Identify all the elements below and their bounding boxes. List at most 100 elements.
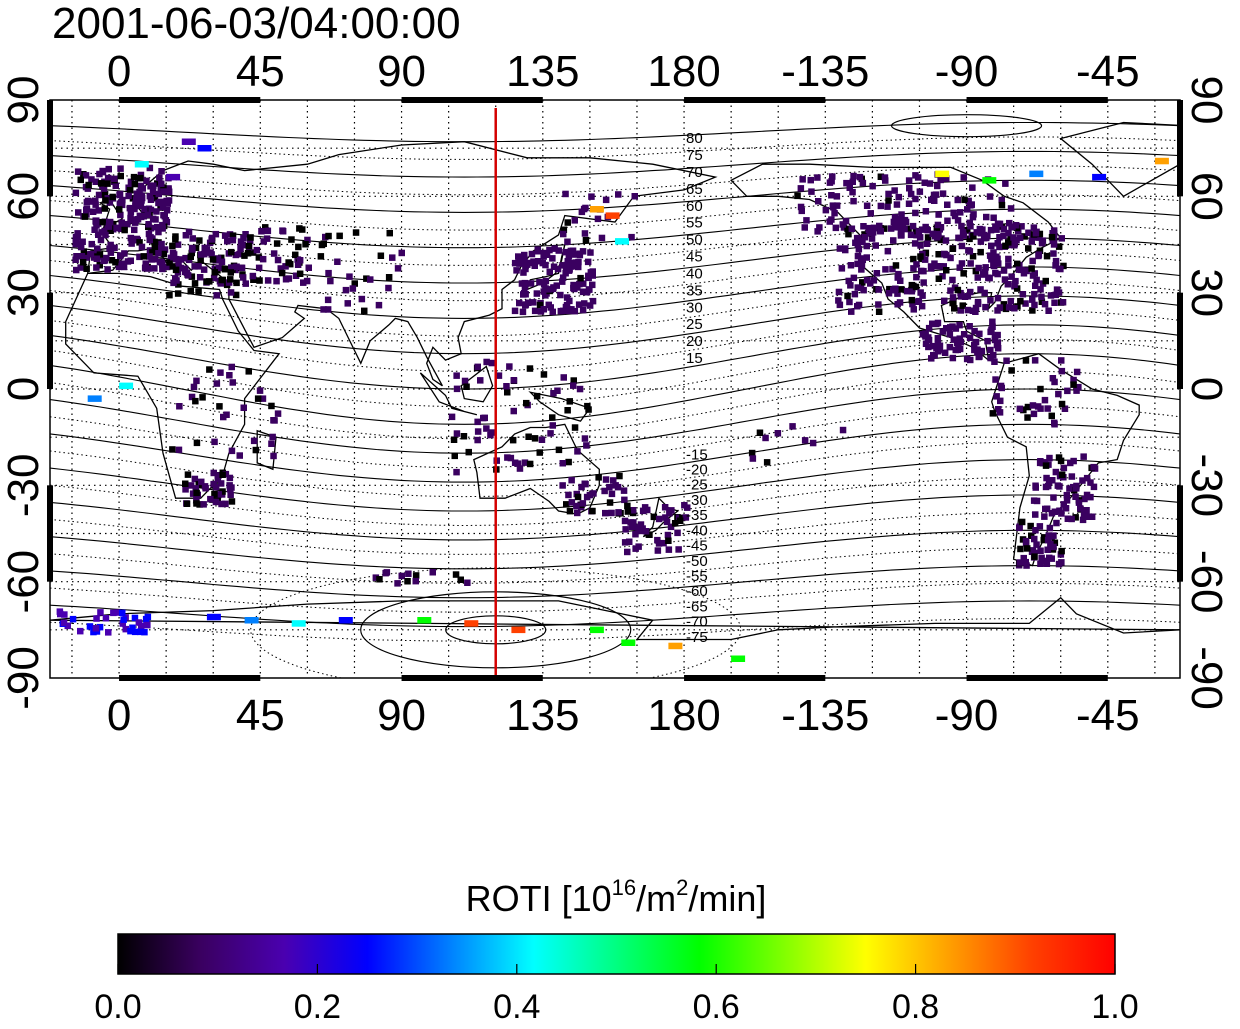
roti-pixel [859,238,866,246]
roti-pixel [93,251,100,258]
roti-pixel [854,303,861,310]
roti-pixel [1018,223,1025,230]
roti-pixel [450,436,458,443]
roti-pixel [936,346,943,353]
roti-pixel [839,426,847,434]
roti-pixel [91,226,98,233]
roti-pixel [844,225,851,233]
roti-pixel [207,249,214,256]
roti-pixel [937,176,944,184]
roti-pixel [151,195,159,202]
roti-pixel [88,240,95,248]
roti-pixel [296,225,303,232]
roti-pixel [1024,545,1031,552]
roti-pixel [559,278,566,285]
roti-pixel [850,274,858,282]
roti-pixel [92,197,99,204]
roti-pixel [142,260,149,267]
roti-pixel [855,246,863,253]
roti-pixel [848,308,855,315]
roti-pixel [295,243,302,251]
roti-pixel [803,217,810,224]
contour-label: 70 [686,164,703,181]
roti-pixel [320,306,327,313]
roti-pixel [926,180,934,187]
roti-pixel [560,226,568,233]
roti-pixel [268,402,275,410]
roti-pixel [533,290,541,297]
roti-pixel-elevated [166,173,181,181]
roti-pixel [916,188,924,195]
roti-pixel [1024,414,1031,421]
roti-pixel [510,377,518,384]
roti-pixel [96,623,104,631]
roti-pixel [212,230,220,238]
roti-pixel [970,211,977,218]
roti-pixel [895,193,902,201]
top-lon-tick-label: 180 [647,47,720,96]
left-latitude-labels: 90 60 30 0 -30 -60 -90 [0,76,48,710]
roti-pixel [654,536,661,544]
roti-pixel [1037,560,1044,567]
roti-pixel [542,277,550,285]
mlat-contour [50,494,1180,541]
roti-pixel [869,229,877,236]
roti-pixel [763,459,771,466]
roti-pixel [516,299,523,307]
roti-pixel [99,218,106,226]
roti-pixel [624,502,631,510]
left-lat-tick-label: 30 [0,268,48,317]
roti-pixel [1052,468,1060,476]
roti-pixel [160,184,167,191]
roti-pixel [872,242,879,249]
roti-pixel [273,240,281,247]
roti-pixel [850,197,857,205]
roti-pixel [120,263,128,271]
roti-pixel [264,277,272,284]
roti-pixel [1000,225,1008,233]
roti-pixel [601,487,608,495]
roti-pixel [1005,255,1012,263]
roti-pixel [79,259,87,266]
roti-pixel [210,274,218,282]
contour-label: 55 [686,215,703,232]
roti-pixel [621,539,629,546]
roti-pixel [192,397,199,405]
roti-pixel [158,180,165,187]
roti-pixel [300,279,307,286]
right-lat-tick-label: -60 [1182,550,1231,614]
roti-pixel [987,328,994,336]
roti-pixel [191,280,199,287]
roti-pixel [1068,515,1075,523]
roti-pixel [897,215,905,223]
roti-pixel [994,240,1001,247]
roti-pixel [189,490,197,497]
roti-pixel [172,266,180,274]
roti-pixel [217,480,225,487]
roti-pixel [519,308,527,316]
roti-pixel [547,430,554,437]
roti-pixel [624,548,631,556]
roti-pixel [1052,257,1060,265]
roti-pixel [920,279,927,286]
roti-pixel [162,217,170,224]
roti-pixel [565,253,573,260]
roti-pixel [540,281,548,288]
roti-pixel [122,625,129,633]
mlat-contour [50,547,1180,584]
roti-pixel [163,207,171,214]
roti-pixel [918,267,925,275]
roti-pixel [60,619,68,627]
roti-pixel [856,173,864,181]
roti-pixel [859,179,867,187]
roti-pixel [977,230,985,237]
roti-pixel [127,214,134,222]
roti-pixel [254,395,262,402]
top-lon-tick-label: -90 [935,47,999,96]
right-lat-tick-label: 30 [1182,268,1231,317]
contour-label: -45 [686,538,708,555]
roti-pixel [526,365,534,372]
roti-pixel [104,174,112,182]
roti-pixel [924,234,932,241]
roti-pixel [950,299,957,306]
